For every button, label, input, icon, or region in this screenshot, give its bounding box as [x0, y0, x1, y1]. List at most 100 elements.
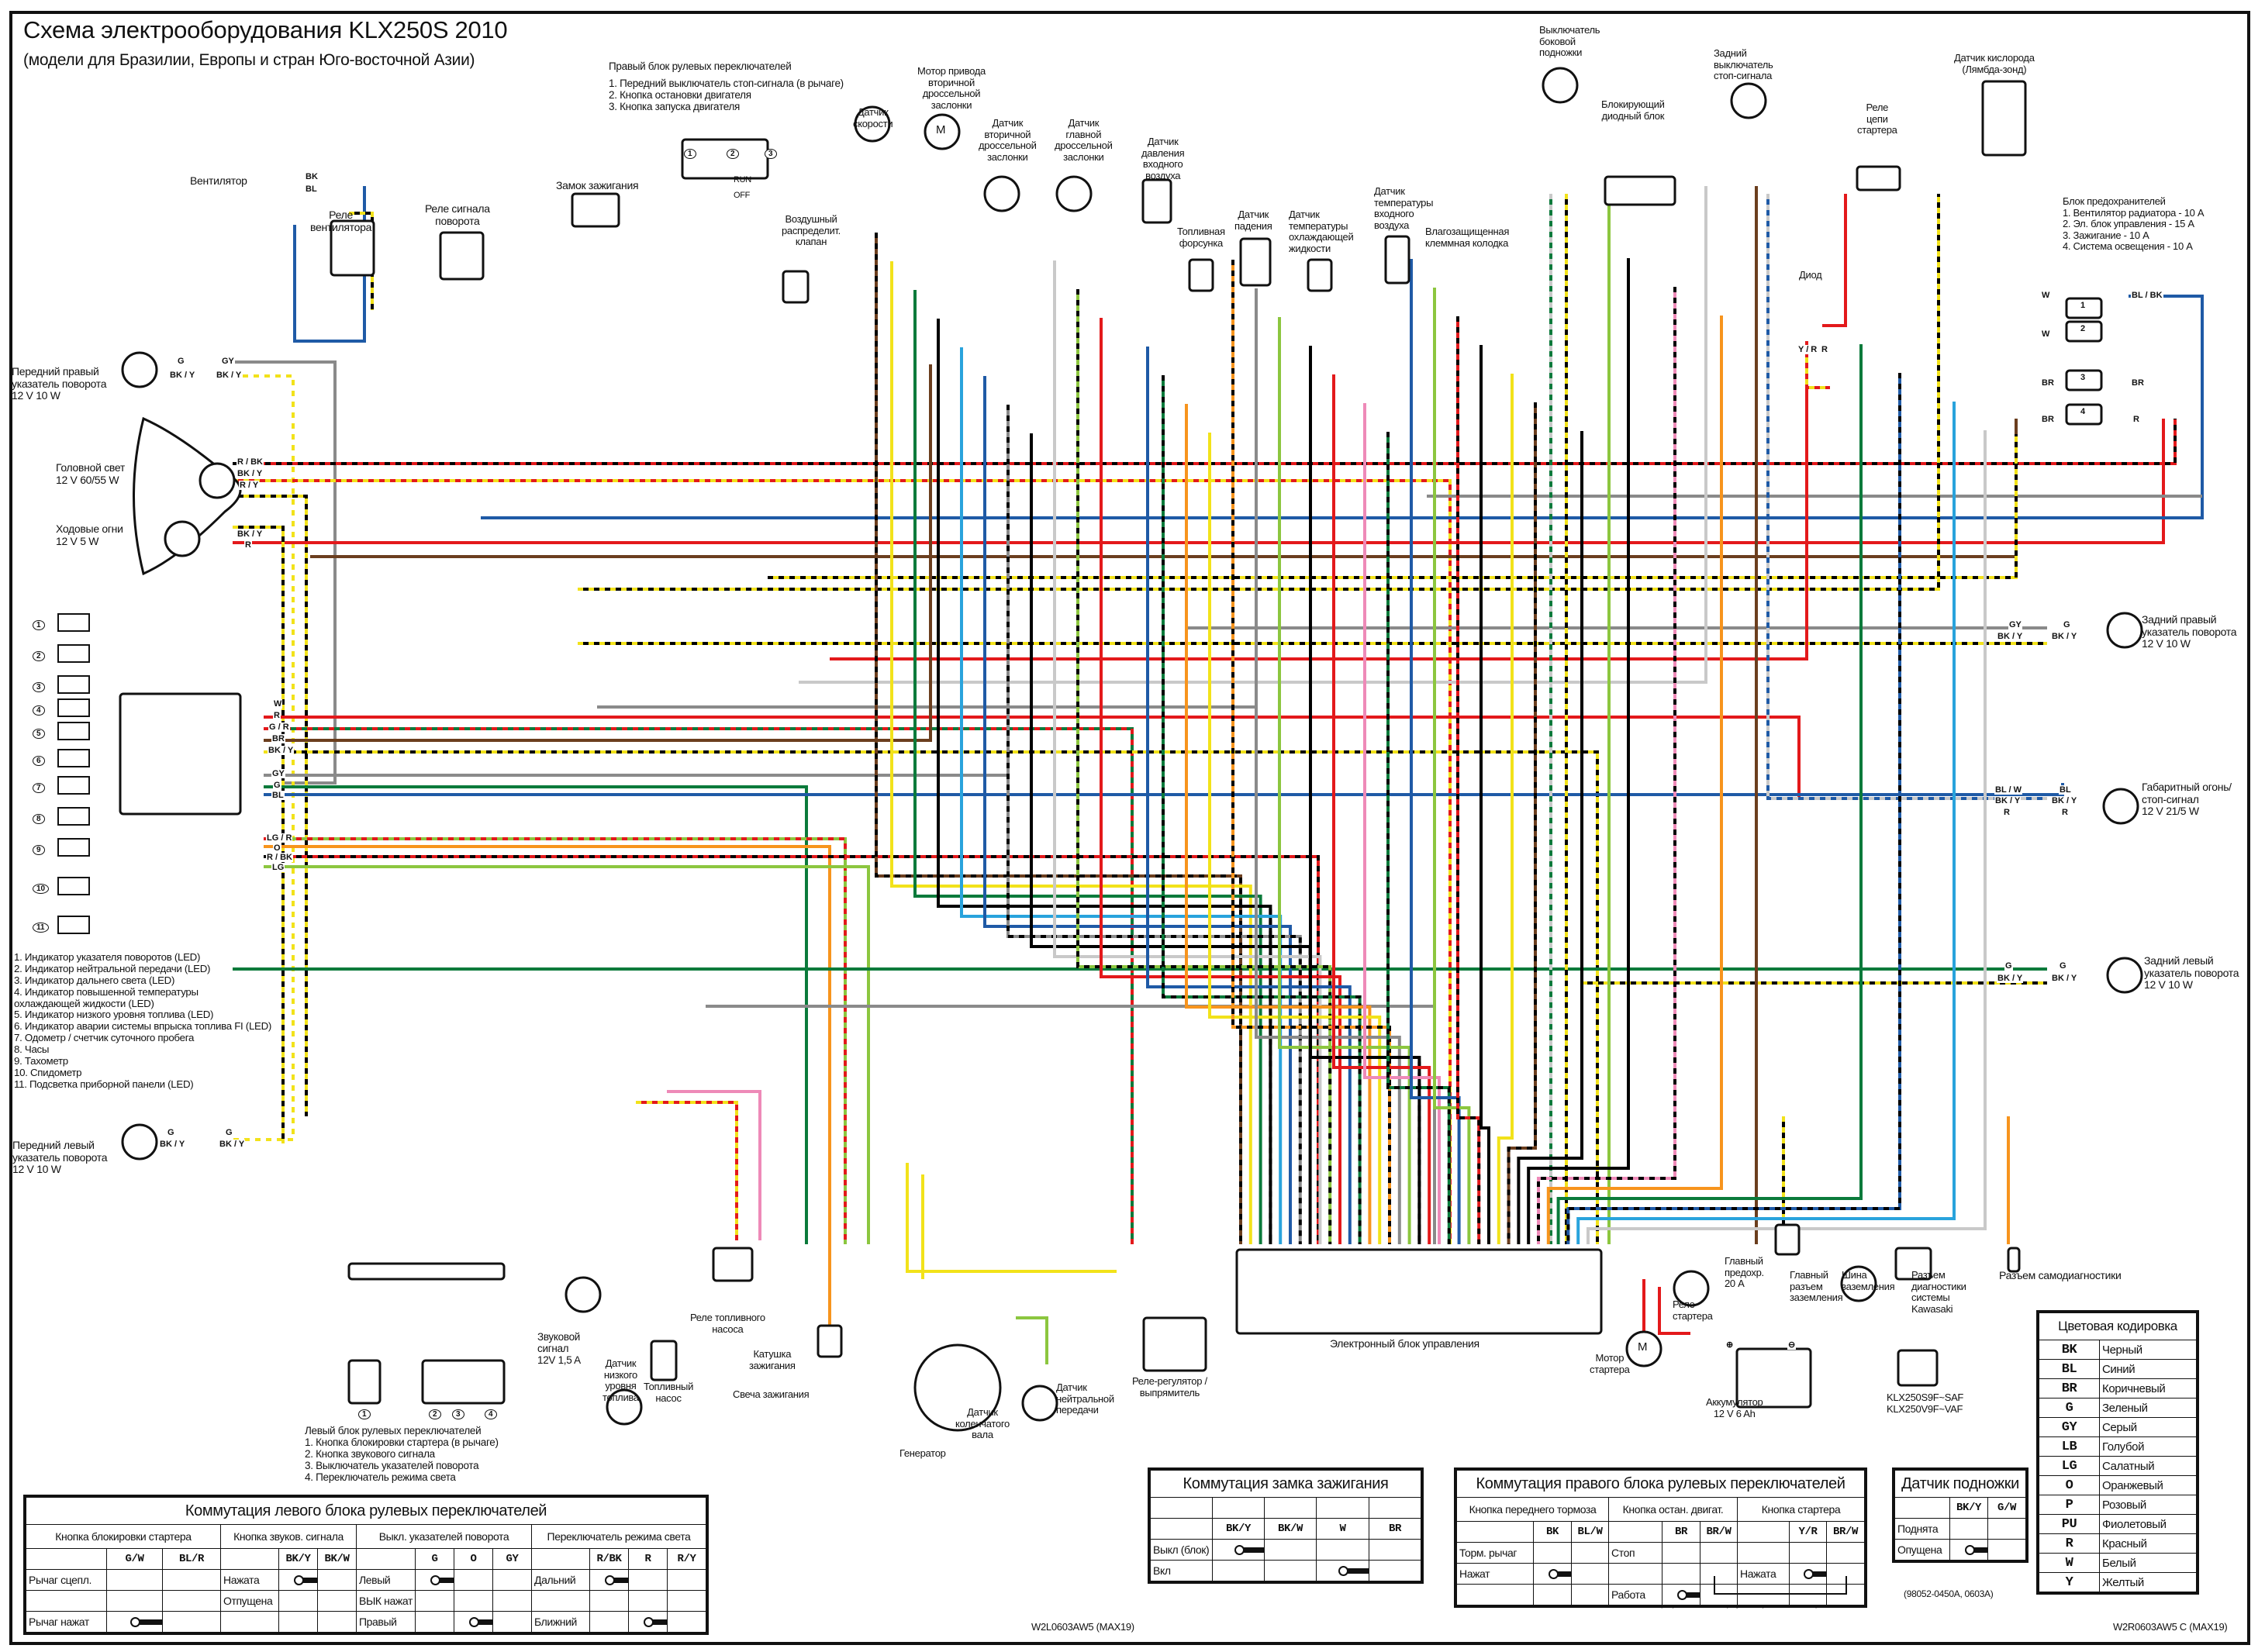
label-crank: Датчик коленчатого вала — [955, 1406, 1010, 1441]
wire-BK — [1517, 431, 1583, 1244]
label-fuel-relay: Реле топливного насоса — [690, 1312, 765, 1335]
table-column-header — [26, 1548, 107, 1570]
wire-BR — [264, 364, 932, 742]
wire-R-Y — [636, 1101, 738, 1240]
table-cell — [317, 1569, 357, 1591]
table-cell — [1533, 1563, 1572, 1585]
wire-P-BK — [1537, 287, 1676, 1244]
speed-sensor-icon — [854, 105, 891, 143]
label-ground-conn: Главный разъем заземления — [1790, 1269, 1843, 1304]
table-column-header: BR — [1369, 1518, 1421, 1540]
table-cell — [667, 1569, 706, 1591]
color-code: BR — [2039, 1378, 2100, 1399]
label-running: Ходовые огни 12 V 5 W — [56, 523, 123, 547]
table-group-header: Кнопка переднего тормоза — [1456, 1497, 1609, 1522]
table-cell-text: Рычаг нажат — [29, 1616, 89, 1628]
wire-Y — [1497, 374, 1514, 1244]
wire-tag: BL — [271, 791, 285, 800]
table-cell — [1316, 1539, 1369, 1561]
label-headlight: Головной свет 12 V 60/55 W — [56, 461, 126, 486]
label-iat: Датчик температуры входного воздуха — [1374, 185, 1434, 231]
wire-tag: GY — [2008, 620, 2022, 629]
label-right-switch-title: Правый блок рулевых переключателей — [609, 60, 792, 72]
table-cell: Дальний — [531, 1569, 590, 1591]
table-column-header: G/W — [106, 1548, 163, 1570]
table-cell — [317, 1590, 357, 1612]
table-cell — [628, 1590, 668, 1612]
table-cell-text: Торм. рычаг — [1459, 1547, 1517, 1559]
table-column-header: BK/W — [317, 1548, 357, 1570]
rear-right-turn-lamp-icon — [2106, 612, 2143, 649]
table-cell — [162, 1569, 221, 1591]
color-code-title: Цветовая кодировка — [2039, 1312, 2197, 1340]
label-part-no: (98052-0450A, 0603A) — [1904, 1588, 1994, 1599]
wire-Y — [906, 1163, 1117, 1273]
wire-tag: W — [273, 699, 283, 709]
wire-LB — [960, 347, 1283, 1244]
color-name: Желтый — [2099, 1572, 2197, 1592]
table-column-header — [356, 1548, 416, 1570]
table-group-header: Выкл. указателей поворота — [356, 1524, 532, 1549]
fuel-level-sensor-icon — [606, 1388, 643, 1426]
wire-R — [1100, 318, 1341, 1244]
table-title: Коммутация замка зажигания — [1150, 1470, 1421, 1498]
wire-R-BK — [264, 855, 1320, 1244]
headlight-bulb-icon — [199, 462, 236, 499]
wire-tag: O — [273, 843, 281, 853]
table-cell: Левый — [356, 1569, 416, 1591]
ground-connector — [1774, 1223, 1801, 1256]
label-run: RUN — [734, 175, 751, 185]
wire-P — [1363, 403, 1441, 1244]
table-cell — [220, 1611, 279, 1633]
indicator-number: 7 — [33, 783, 45, 793]
indicator-number: 4 — [33, 705, 45, 716]
color-code: O — [2039, 1475, 2100, 1495]
connection-bar — [1676, 1590, 1700, 1600]
color-name: Серый — [2099, 1417, 2197, 1437]
wire-G-R — [264, 727, 1134, 1244]
table-column-header: GY — [492, 1548, 532, 1570]
label-motor-m: M — [936, 123, 946, 136]
diagram-frame — [9, 11, 2250, 1645]
indicator-number: 10 — [33, 884, 50, 894]
table-column-header: G/W — [1987, 1497, 2026, 1519]
table-group-header: Кнопка звуков. сигнала — [220, 1524, 357, 1549]
wire-tag: R — [1821, 345, 1828, 354]
connection-bar — [1548, 1569, 1571, 1579]
table-cell-text: Рычаг сцепл. — [29, 1574, 91, 1586]
table-column-header — [1737, 1521, 1790, 1543]
wire-tag: R — [273, 711, 281, 720]
table-cell — [589, 1611, 629, 1633]
label-plug: Свеча зажигания — [733, 1388, 810, 1400]
wire-R — [1658, 1287, 1690, 1335]
wire-tag: G — [167, 1128, 175, 1137]
wire-tag: G — [273, 781, 281, 790]
wire-LG-BK — [1076, 289, 1332, 1244]
label-indicator-list: 1. Индикатор указателя поворотов (LED) 2… — [14, 951, 272, 1090]
table-column-header: Y/R — [1789, 1521, 1827, 1543]
label-regulator: Реле-регулятор / выпрямитель — [1132, 1375, 1207, 1399]
wire-K-Y — [221, 374, 295, 1141]
label-main-fuse: Главный предохр. 20 А — [1725, 1255, 1764, 1290]
label-code-right: W2R0603AW5 C (MAX19) — [2113, 1621, 2228, 1633]
diag-connector — [1894, 1247, 1932, 1281]
label-horn: Звуковой сигнал 12V 1,5 A — [537, 1331, 581, 1367]
table-group-header: Кнопка блокировки стартера — [26, 1524, 221, 1549]
indicator-number: 1 — [33, 620, 45, 630]
rear-brake-switch-icon — [1730, 82, 1767, 119]
color-name: Голубой — [2099, 1436, 2197, 1457]
table-cell-text: Работа — [1611, 1588, 1645, 1601]
table-cell-text: Ближний — [534, 1616, 577, 1628]
label-diode-block: Блокирующий диодный блок — [1601, 98, 1665, 122]
table-cell-text: Стоп — [1611, 1547, 1635, 1559]
table-cell — [1662, 1584, 1700, 1605]
indicator-4-icon — [57, 698, 90, 717]
turn-relay-box — [439, 231, 485, 281]
wire-tag: BR — [2041, 378, 2055, 388]
table-column-header: BR/W — [1700, 1521, 1738, 1543]
wire-Y-R — [1805, 341, 1830, 389]
table-cell — [1212, 1539, 1265, 1561]
wire-G-BK — [1162, 375, 1362, 1244]
table-cell — [589, 1590, 629, 1612]
label-off: OFF — [734, 191, 751, 200]
